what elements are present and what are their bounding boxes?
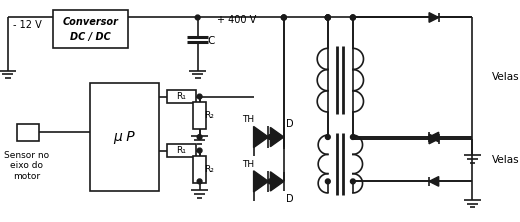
Text: TH: TH	[242, 115, 254, 124]
Polygon shape	[429, 176, 439, 186]
Text: TH: TH	[242, 160, 254, 168]
Circle shape	[281, 15, 287, 20]
Polygon shape	[254, 126, 268, 148]
Circle shape	[326, 15, 330, 20]
Polygon shape	[254, 171, 268, 192]
Circle shape	[350, 135, 355, 139]
Polygon shape	[429, 132, 439, 142]
Bar	[89, 83, 159, 191]
Polygon shape	[270, 172, 284, 191]
Polygon shape	[429, 134, 439, 144]
Bar	[167, 144, 196, 157]
Text: DC / DC: DC / DC	[70, 32, 111, 42]
Circle shape	[197, 94, 202, 99]
Text: μ P: μ P	[113, 130, 135, 144]
Text: C: C	[207, 36, 215, 46]
Bar	[53, 10, 128, 48]
Polygon shape	[429, 13, 439, 22]
Bar	[17, 123, 38, 141]
Text: Velas: Velas	[492, 72, 519, 82]
Circle shape	[281, 15, 287, 20]
Text: + 400 V: + 400 V	[217, 15, 256, 25]
Bar	[193, 156, 206, 183]
Circle shape	[350, 15, 355, 20]
Bar	[193, 102, 206, 129]
Polygon shape	[270, 127, 284, 147]
Text: D: D	[286, 119, 293, 129]
Circle shape	[326, 15, 330, 20]
Circle shape	[350, 15, 355, 20]
Text: Velas: Velas	[492, 155, 519, 165]
Circle shape	[197, 179, 202, 184]
Text: R₁: R₁	[176, 146, 186, 155]
Text: Sensor no
eixo do
motor: Sensor no eixo do motor	[5, 151, 49, 181]
Circle shape	[195, 15, 200, 20]
Circle shape	[268, 135, 273, 139]
Circle shape	[350, 15, 355, 20]
Circle shape	[326, 15, 330, 20]
Text: D: D	[286, 194, 293, 204]
Circle shape	[197, 135, 202, 139]
Circle shape	[281, 15, 287, 20]
Circle shape	[197, 148, 202, 153]
Text: R₁: R₁	[176, 92, 186, 101]
Circle shape	[350, 179, 355, 184]
Circle shape	[326, 135, 330, 139]
Text: Conversor: Conversor	[63, 17, 119, 27]
Circle shape	[326, 15, 330, 20]
Circle shape	[268, 179, 273, 184]
Circle shape	[326, 179, 330, 184]
Text: R₂: R₂	[204, 165, 214, 174]
Text: - 12 V: - 12 V	[12, 20, 42, 30]
Circle shape	[326, 15, 330, 20]
Text: R₂: R₂	[204, 111, 214, 120]
Bar	[167, 90, 196, 103]
